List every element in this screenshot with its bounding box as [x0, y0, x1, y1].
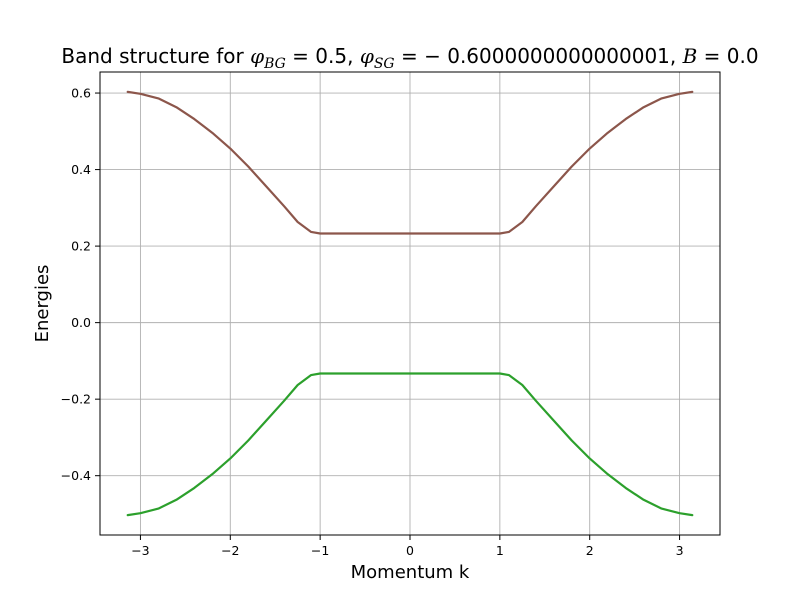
- title-b-symbol: B: [682, 44, 698, 68]
- chart-title: Band structure for φBG = 0.5, φSG = − 0.…: [61, 44, 758, 72]
- y-axis-label: Energies: [32, 265, 53, 343]
- x-tick-label: 3: [676, 543, 684, 558]
- title-bg-subscript: BG: [263, 56, 286, 72]
- x-tick-label: 1: [496, 543, 504, 558]
- x-tick-label: −1: [311, 543, 329, 558]
- band-line-2: [126, 372, 694, 517]
- title-sg-subscript: SG: [374, 56, 395, 72]
- x-tick-label: −2: [221, 543, 239, 558]
- title-phi-sg: φ: [360, 44, 374, 68]
- y-tick-label: −0.2: [61, 392, 91, 407]
- title-bg-value: = 0.5,: [286, 44, 360, 68]
- title-phi-bg: φ: [250, 44, 264, 68]
- y-tick-label: 0.6: [71, 86, 91, 101]
- x-axis-label: Momentum k: [351, 562, 470, 583]
- band-line-1: [126, 90, 694, 235]
- x-tick-label: 2: [586, 543, 594, 558]
- y-tick-label: 0.4: [71, 162, 91, 177]
- grid-lines: [100, 72, 720, 535]
- series-lines: [126, 90, 694, 517]
- title-prefix: Band structure for: [61, 44, 250, 68]
- x-tick-label: −3: [131, 543, 149, 558]
- y-tick-label: 0.0: [71, 315, 91, 330]
- title-b-value: = 0.0: [697, 44, 758, 68]
- y-tick-label: 0.2: [71, 239, 91, 254]
- title-sg-value: = − 0.6000000000000001,: [395, 44, 683, 68]
- y-tick-label: −0.4: [61, 468, 91, 483]
- axis-ticks: −3 −2 −1 0 1 2 3 −0.4 −0.2 0.0 0.2 0.4 0.6: [61, 86, 684, 558]
- x-tick-label: 0: [406, 543, 414, 558]
